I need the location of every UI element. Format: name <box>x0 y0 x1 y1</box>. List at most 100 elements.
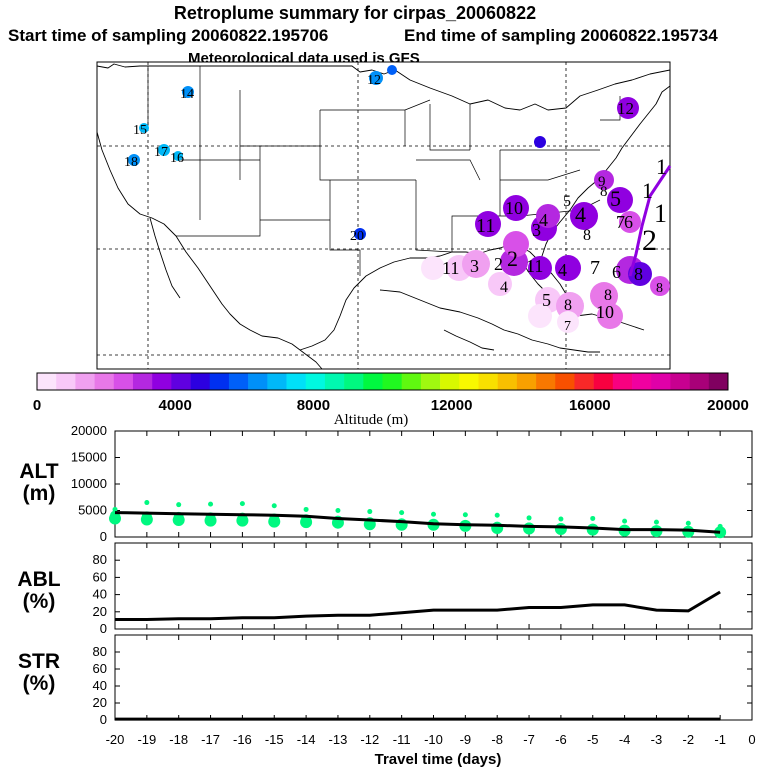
y-tick-label: 80 <box>93 552 107 567</box>
map-label: 7 <box>590 257 600 279</box>
colorbar-tick-label: 12000 <box>431 397 473 414</box>
map-label: 8 <box>656 281 663 296</box>
map-label: 10 <box>596 302 614 322</box>
colorbar-swatch <box>152 373 172 390</box>
trajectory-line <box>628 165 672 277</box>
data-point <box>494 512 500 518</box>
panel-label-unit: (%) <box>23 590 56 613</box>
map-label: 4 <box>575 202 586 227</box>
map-label: 5 <box>610 186 621 211</box>
panel-label-unit: (m) <box>23 482 56 505</box>
x-tick-label: -14 <box>297 732 316 747</box>
colorbar-swatch <box>632 373 652 390</box>
data-point <box>303 506 309 512</box>
y-tick-label: 60 <box>93 569 107 584</box>
data-point <box>208 501 214 507</box>
map-label: 4 <box>558 260 567 280</box>
x-tick-label: -5 <box>587 732 599 747</box>
map-label: 5 <box>563 193 571 210</box>
panel-frame <box>114 634 753 721</box>
map-label: 3 <box>470 256 479 276</box>
panel-abl: 0 20 40 60 80 ABL(%) <box>17 542 753 636</box>
map-label: 2 <box>494 254 503 274</box>
y-tick-label: 20 <box>93 695 107 710</box>
colorbar-label: Altitude (m) <box>334 412 409 428</box>
map-label: 5 <box>542 290 551 310</box>
x-tick-label: -6 <box>555 732 567 747</box>
y-tick-label: 10000 <box>71 476 107 491</box>
y-tick-label: 5000 <box>78 503 107 518</box>
map-label: 4 <box>539 210 548 230</box>
map-label: 10 <box>505 198 523 218</box>
x-tick-label: -16 <box>233 732 252 747</box>
colorbar-swatch <box>190 373 211 390</box>
y-tick-label: 40 <box>93 678 107 693</box>
map-label: 8 <box>604 287 612 304</box>
panel-label: ALT <box>19 460 58 483</box>
colorbar-swatch <box>708 373 729 390</box>
data-point <box>462 512 468 518</box>
map-label: 16 <box>170 151 184 166</box>
map-label: 1 <box>656 154 667 179</box>
data-point <box>144 500 150 506</box>
map-label: 11 <box>526 256 543 276</box>
map-label: 6 <box>612 262 621 282</box>
map-label: 12 <box>367 73 381 88</box>
data-point <box>590 515 596 521</box>
colorbar-tick-label: 8000 <box>297 397 330 414</box>
y-tick-label: 0 <box>100 529 107 544</box>
colorbar-swatch <box>593 373 614 390</box>
x-tick-label: -11 <box>393 732 411 747</box>
colorbar-swatch <box>171 373 191 390</box>
map-label: 18 <box>124 155 138 170</box>
colorbar-swatch <box>56 373 76 390</box>
colorbar-swatch <box>113 373 134 390</box>
panel-label-unit: (%) <box>23 672 56 695</box>
data-point <box>558 516 564 522</box>
colorbar-swatch <box>478 373 498 390</box>
panel-frame <box>114 542 753 630</box>
colorbar-tick-label: 16000 <box>569 397 611 414</box>
data-point <box>715 527 726 538</box>
colorbar-swatch <box>612 373 633 390</box>
map-label: 12 <box>617 99 634 118</box>
map-label: 6 <box>624 212 633 232</box>
map-label: 1 <box>642 178 653 203</box>
map-label: 9 <box>598 174 606 190</box>
colorbar-swatch <box>132 373 153 390</box>
colorbar-swatch <box>37 373 57 390</box>
colorbar-swatch <box>344 373 364 390</box>
data-point <box>367 509 373 515</box>
map-label: 2 <box>507 246 518 271</box>
data-point <box>399 510 405 516</box>
x-tick-label: -20 <box>106 732 125 747</box>
colorbar-swatch <box>94 373 115 390</box>
map-day-labels: 12 14 15 17 16 18 20 12 11 10 5 4 3 8 4 … <box>124 73 667 334</box>
map-panel: 12 14 15 17 16 18 20 12 11 10 5 4 3 8 4 … <box>96 61 672 370</box>
y-tick-label: 0 <box>100 621 107 636</box>
series-line <box>115 590 721 621</box>
x-axis-label: Travel time (days) <box>375 751 502 768</box>
colorbar-swatch <box>363 373 383 390</box>
colorbar-swatch <box>305 373 326 390</box>
y-tick-label: 15000 <box>71 450 107 465</box>
x-tick-label: -13 <box>329 732 348 747</box>
map-label: 3 <box>532 220 541 240</box>
colorbar-swatch <box>670 373 690 390</box>
time-series-panels: 05000100001500020000ALT(m)020406080ABL(%… <box>17 423 755 747</box>
map-label: 8 <box>600 184 608 200</box>
map-label: 2 <box>642 224 657 257</box>
plume-blobs <box>128 65 670 333</box>
colorbar-swatch <box>209 373 230 390</box>
map-label: 11 <box>442 258 459 278</box>
x-tick-label: -1 <box>714 732 726 747</box>
y-tick-label: 80 <box>93 644 107 659</box>
data-point <box>622 518 628 524</box>
series-line <box>114 511 721 534</box>
colorbar-swatch <box>574 373 594 390</box>
map-label: 4 <box>500 279 508 296</box>
panel-label: ABL <box>17 568 60 591</box>
map-label: 15 <box>133 123 147 138</box>
x-tick-label: -15 <box>265 732 284 747</box>
